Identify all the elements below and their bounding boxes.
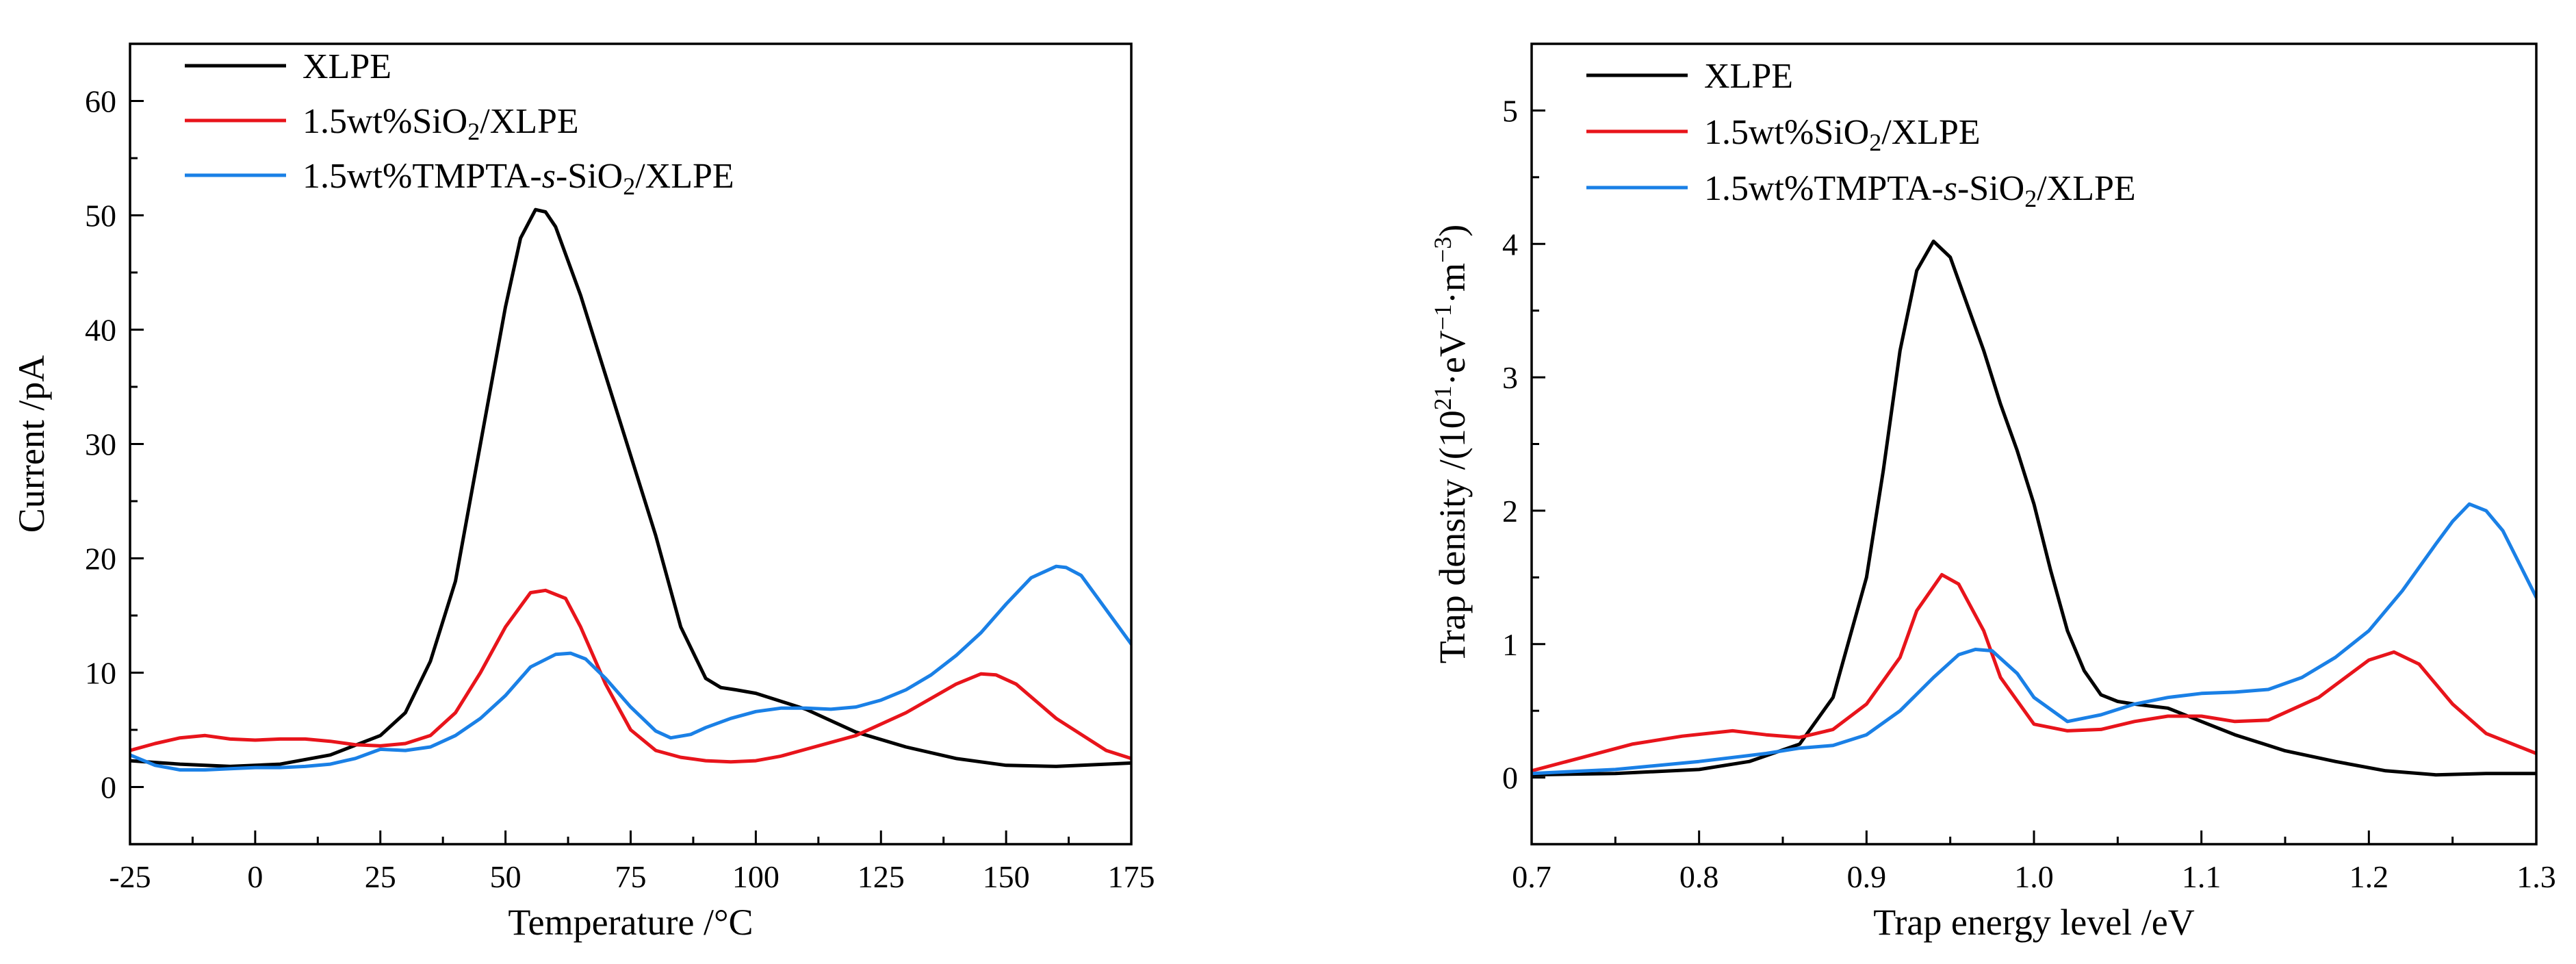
legend-text-part: 1.5wt%SiO <box>1704 113 1869 152</box>
legend-text-part: -SiO <box>556 157 623 196</box>
legend-text-part: -SiO <box>1957 169 2024 208</box>
legend-text-part: 1.5wt%TMPTA- <box>1704 169 1944 208</box>
y-tick-label: 60 <box>85 84 116 119</box>
series-line-2 <box>130 588 1131 764</box>
y-axis-label: Current /pA <box>11 355 52 533</box>
series-line-1 <box>1532 239 2536 777</box>
y-label-text: ) <box>1432 225 1473 237</box>
legend-text-part: XLPE <box>1704 57 1793 96</box>
y-tick-label: 40 <box>85 313 116 348</box>
y-tick-label: 20 <box>85 542 116 576</box>
y-tick-label: 30 <box>85 427 116 462</box>
y-tick-label: 1 <box>1502 627 1518 662</box>
x-axis-label: Temperature /°C <box>508 902 753 943</box>
x-axis-label: Trap energy level /eV <box>1873 902 2194 943</box>
x-tick-label: 50 <box>490 859 521 894</box>
series-line-1 <box>130 207 1131 768</box>
legend-label: XLPE <box>302 47 391 86</box>
y-label-text: ·m <box>1432 263 1473 304</box>
x-tick-label: 0.9 <box>1847 859 1887 894</box>
legend-subscript: 2 <box>2024 185 2037 212</box>
legend-label: 1.5wt%SiO2/XLPE <box>302 102 579 145</box>
x-tick-label: 1.3 <box>2516 859 2556 894</box>
legend-text-part: /XLPE <box>2037 169 2135 208</box>
chart-2: 0.7 0.8 0.9 1.0 1.1 1.2 1.3 0 1 2 3 4 5 Trap energy l… <box>1429 42 2556 943</box>
x-tick-label: 25 <box>365 859 396 894</box>
x-tick-label: 1.0 <box>2014 859 2054 894</box>
legend-label: 1.5wt%TMPTA-s-SiO2/XLPE <box>1704 169 2136 212</box>
y-tick-label: 4 <box>1502 227 1518 262</box>
x-tick-label: 100 <box>732 859 780 894</box>
y-tick-label: 0 <box>1502 761 1518 796</box>
y-tick-label: 10 <box>85 656 116 691</box>
legend-text-part: 1.5wt%TMPTA- <box>302 157 542 196</box>
legend-italic: s <box>1944 169 1957 208</box>
y-label-text: ·eV <box>1432 330 1473 385</box>
series-line-3 <box>1532 502 2536 776</box>
y-tick-label: 0 <box>101 770 116 805</box>
series-line-2 <box>1532 572 2536 773</box>
series-line-3 <box>130 564 1131 772</box>
x-tick-label: 0 <box>247 859 263 894</box>
legend-text-part: /XLPE <box>480 102 578 141</box>
x-tick-label: 150 <box>983 859 1030 894</box>
y-label-superscript: 21 <box>1429 385 1456 410</box>
plot-frame <box>129 42 1133 846</box>
legend-subscript: 2 <box>467 118 480 145</box>
x-tick-label: 175 <box>1108 859 1155 894</box>
legend-subscript: 2 <box>623 173 635 200</box>
y-tick-label: 2 <box>1502 494 1518 529</box>
y-tick-label: 50 <box>85 199 116 233</box>
legend-text-part: /XLPE <box>1881 113 1980 152</box>
y-label-superscript: −1 <box>1429 304 1456 330</box>
x-tick-label: 125 <box>858 859 905 894</box>
legend-subscript: 2 <box>1869 129 1881 156</box>
chart-1: -25 0 25 50 75 100 125 150 175 0 10 20 30 40 50 60 Tempe… <box>11 42 1155 943</box>
legend-text-part: 1.5wt%SiO <box>302 102 467 141</box>
x-tick-label: 0.7 <box>1512 859 1551 894</box>
x-tick-label: 1.1 <box>2182 859 2221 894</box>
legend-label: 1.5wt%TMPTA-s-SiO2/XLPE <box>302 157 734 200</box>
x-tick-label: 0.8 <box>1679 859 1719 894</box>
x-tick-label: 75 <box>615 859 647 894</box>
y-label-text: Trap density /(10 <box>1432 410 1473 663</box>
legend-text-part: /XLPE <box>635 157 734 196</box>
legend-italic: s <box>542 157 556 196</box>
y-tick-label: 5 <box>1502 93 1518 128</box>
x-tick-label: -25 <box>109 859 151 894</box>
y-tick-label: 3 <box>1502 360 1518 395</box>
legend-text-part: XLPE <box>302 47 391 86</box>
y-axis-label: Trap density /(1021·eV−1·m−3) <box>1429 225 1473 664</box>
x-tick-label: 1.2 <box>2349 859 2389 894</box>
y-label-superscript: −3 <box>1429 237 1456 263</box>
legend-label: 1.5wt%SiO2/XLPE <box>1704 113 1981 156</box>
legend-label: XLPE <box>1704 57 1793 96</box>
